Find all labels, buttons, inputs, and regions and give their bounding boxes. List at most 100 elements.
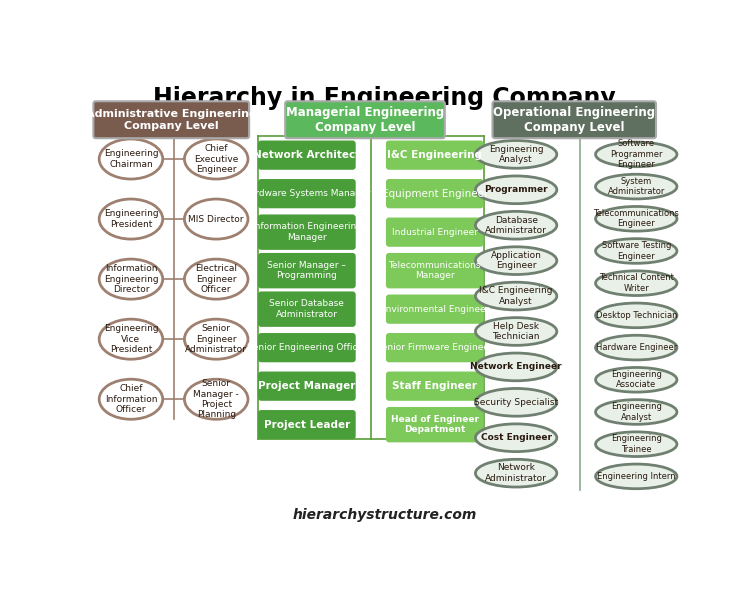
Ellipse shape xyxy=(596,335,677,360)
Text: Staff Engineer: Staff Engineer xyxy=(392,381,477,391)
Text: Information
Engineering
Director: Information Engineering Director xyxy=(104,264,158,294)
Ellipse shape xyxy=(596,239,677,263)
FancyBboxPatch shape xyxy=(258,214,356,250)
Text: Hardware Engineer: Hardware Engineer xyxy=(596,343,676,352)
Ellipse shape xyxy=(476,317,556,346)
Text: Application
Engineer: Application Engineer xyxy=(490,251,542,271)
Text: Network Architect: Network Architect xyxy=(254,150,361,160)
Ellipse shape xyxy=(476,460,556,487)
FancyBboxPatch shape xyxy=(285,101,445,138)
Text: Chief
Information
Officer: Chief Information Officer xyxy=(105,385,158,414)
Ellipse shape xyxy=(596,142,677,167)
Ellipse shape xyxy=(476,247,556,275)
FancyBboxPatch shape xyxy=(386,333,484,362)
Text: Senior Engineering Officer: Senior Engineering Officer xyxy=(247,343,367,352)
Ellipse shape xyxy=(596,174,677,199)
FancyBboxPatch shape xyxy=(258,371,356,401)
Text: Engineering
President: Engineering President xyxy=(104,209,158,229)
Text: Chief
Executive
Engineer: Chief Executive Engineer xyxy=(194,144,238,174)
Ellipse shape xyxy=(476,388,556,416)
FancyBboxPatch shape xyxy=(386,295,484,324)
Text: Engineering
Analyst: Engineering Analyst xyxy=(489,145,544,164)
Ellipse shape xyxy=(99,259,163,299)
Text: Environmental Engineer: Environmental Engineer xyxy=(380,305,490,314)
Text: Senior Manager –
Programming: Senior Manager – Programming xyxy=(268,261,346,280)
Ellipse shape xyxy=(184,379,248,419)
Text: Engineering
Chairman: Engineering Chairman xyxy=(104,149,158,169)
FancyBboxPatch shape xyxy=(493,101,656,138)
Text: I&C Engineering
Analyst: I&C Engineering Analyst xyxy=(479,286,553,306)
Ellipse shape xyxy=(99,199,163,239)
Ellipse shape xyxy=(184,259,248,299)
Ellipse shape xyxy=(184,139,248,179)
Text: Engineering
Associate: Engineering Associate xyxy=(610,370,662,389)
FancyBboxPatch shape xyxy=(386,218,484,247)
Ellipse shape xyxy=(99,319,163,359)
Text: Desktop Technician: Desktop Technician xyxy=(596,311,677,320)
FancyBboxPatch shape xyxy=(386,179,484,208)
Text: Senior Firmware Engineer: Senior Firmware Engineer xyxy=(376,343,494,352)
Ellipse shape xyxy=(596,432,677,457)
FancyBboxPatch shape xyxy=(386,407,484,442)
Text: Telecommunications
Engineer: Telecommunications Engineer xyxy=(593,209,680,229)
Text: System
Administrator: System Administrator xyxy=(608,177,665,196)
Text: Hardware Systems Manager: Hardware Systems Manager xyxy=(243,189,370,198)
Text: Managerial Engineering
Company Level: Managerial Engineering Company Level xyxy=(286,106,444,134)
FancyBboxPatch shape xyxy=(386,371,484,401)
Ellipse shape xyxy=(476,140,556,168)
Text: Administrative Engineering
Company Level: Administrative Engineering Company Level xyxy=(86,109,256,131)
FancyBboxPatch shape xyxy=(258,333,356,362)
Text: Senior
Engineer
Administrator: Senior Engineer Administrator xyxy=(185,324,248,354)
Ellipse shape xyxy=(596,400,677,424)
Text: Information Engineering
Manager: Information Engineering Manager xyxy=(252,223,362,242)
Text: Programmer: Programmer xyxy=(484,185,548,194)
Text: Hierarchy in Engineering Company: Hierarchy in Engineering Company xyxy=(153,86,616,110)
FancyBboxPatch shape xyxy=(258,253,356,289)
FancyBboxPatch shape xyxy=(386,253,484,289)
Text: Telecommunications
Manager: Telecommunications Manager xyxy=(388,261,481,280)
Text: I&C Engineering: I&C Engineering xyxy=(387,150,482,160)
Ellipse shape xyxy=(596,303,677,328)
Text: Database
Administrator: Database Administrator xyxy=(485,215,547,235)
Text: Technical Content
Writer: Technical Content Writer xyxy=(598,274,674,293)
FancyBboxPatch shape xyxy=(386,140,484,170)
Text: Project Leader: Project Leader xyxy=(264,419,350,430)
Text: Engineering Intern: Engineering Intern xyxy=(597,472,676,481)
Text: Equipment Engineer: Equipment Engineer xyxy=(382,188,488,199)
Text: Software Testing
Engineer: Software Testing Engineer xyxy=(602,241,671,260)
Ellipse shape xyxy=(476,176,556,203)
Text: Senior Database
Administrator: Senior Database Administrator xyxy=(269,299,344,319)
Ellipse shape xyxy=(596,206,677,231)
Ellipse shape xyxy=(99,139,163,179)
Text: Industrial Engineer: Industrial Engineer xyxy=(392,227,478,236)
Text: Security Specialist: Security Specialist xyxy=(474,398,558,407)
Text: Operational Engineering
Company Level: Operational Engineering Company Level xyxy=(494,106,656,134)
Ellipse shape xyxy=(596,367,677,392)
Ellipse shape xyxy=(476,282,556,310)
Text: Senior
Manager -
Project
Planning: Senior Manager - Project Planning xyxy=(194,379,239,419)
Ellipse shape xyxy=(184,199,248,239)
Text: Software
Programmer
Engineer: Software Programmer Engineer xyxy=(610,139,662,169)
Text: Electrical
Engineer
Officer: Electrical Engineer Officer xyxy=(195,264,237,294)
FancyBboxPatch shape xyxy=(93,101,249,138)
Text: Engineering
Vice
President: Engineering Vice President xyxy=(104,324,158,354)
Ellipse shape xyxy=(99,379,163,419)
Ellipse shape xyxy=(184,319,248,359)
Text: Help Desk
Technician: Help Desk Technician xyxy=(492,322,540,341)
Ellipse shape xyxy=(476,353,556,381)
Text: Network
Administrator: Network Administrator xyxy=(485,463,547,483)
Text: Engineering
Analyst: Engineering Analyst xyxy=(610,402,662,422)
Text: Network Engineer: Network Engineer xyxy=(470,362,562,371)
Ellipse shape xyxy=(476,424,556,452)
Text: Engineering
Trainee: Engineering Trainee xyxy=(610,434,662,454)
Text: hierarchystructure.com: hierarchystructure.com xyxy=(292,508,476,523)
FancyBboxPatch shape xyxy=(258,292,356,327)
FancyBboxPatch shape xyxy=(258,410,356,439)
FancyBboxPatch shape xyxy=(258,140,356,170)
Text: Cost Engineer: Cost Engineer xyxy=(481,433,551,442)
FancyBboxPatch shape xyxy=(258,179,356,208)
Ellipse shape xyxy=(596,271,677,296)
Text: Head of Engineer
Department: Head of Engineer Department xyxy=(391,415,478,434)
Ellipse shape xyxy=(596,464,677,489)
Text: MIS Director: MIS Director xyxy=(188,215,244,224)
